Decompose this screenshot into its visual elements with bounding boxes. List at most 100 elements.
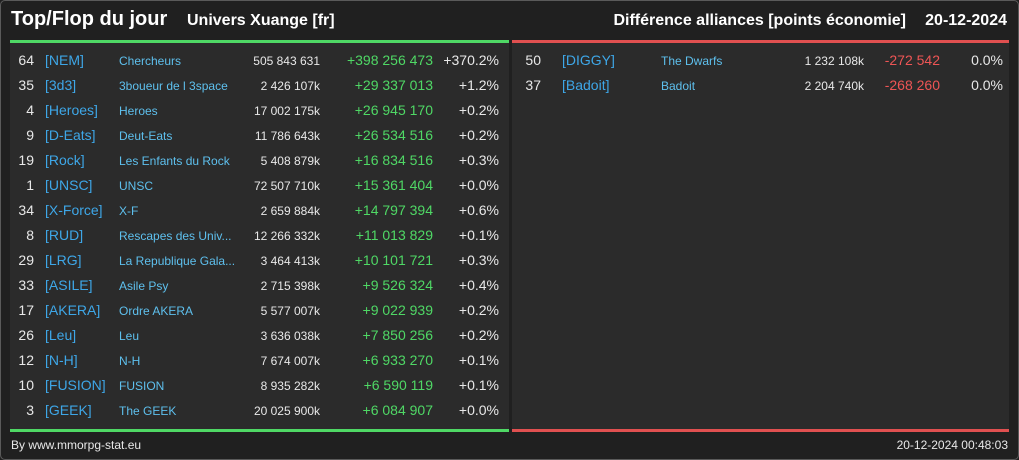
alliance-tag-link[interactable]: [Leu] [45, 327, 77, 343]
percent-change: 0.0% [971, 52, 1003, 68]
alliance-points: 2 204 740k [804, 79, 864, 93]
alliance-name-link[interactable]: 3boueur de l 3space [119, 79, 228, 93]
alliance-tag-link[interactable]: [GEEK] [45, 402, 92, 418]
alliance-rank: 9 [26, 127, 34, 143]
points-difference: +26 534 516 [354, 127, 433, 143]
top-panel: 64 [NEM] Chercheurs 505 843 631 +398 256 473… [10, 40, 509, 432]
points-difference: +9 526 324 [362, 277, 433, 293]
alliance-tag-link[interactable]: [3d3] [45, 77, 77, 93]
percent-change: +0.3% [458, 252, 499, 268]
points-difference: +10 101 721 [354, 252, 433, 268]
alliance-points: 5 408 879k [260, 154, 320, 168]
alliance-name-link[interactable]: La Republique Gala... [119, 254, 236, 268]
alliance-name-link[interactable]: N-H [119, 354, 141, 368]
alliance-points: 2 426 107k [260, 79, 320, 93]
percent-change: +370.2% [443, 52, 499, 68]
alliance-name-link[interactable]: UNSC [119, 179, 154, 193]
percent-change: +0.2% [458, 102, 499, 118]
alliance-name-link[interactable]: Asile Psy [119, 279, 169, 293]
alliance-tag-link[interactable]: [NEM] [45, 52, 84, 68]
alliance-name-link[interactable]: The Dwarfs [661, 54, 723, 68]
points-difference: +29 337 013 [354, 77, 433, 93]
percent-change: +0.1% [458, 227, 499, 243]
alliance-tag-link[interactable]: [RUD] [45, 227, 84, 243]
alliance-rank: 50 [525, 52, 541, 68]
ranking-subject: Différence alliances [points économie] [613, 12, 906, 29]
percent-change: +0.4% [458, 277, 499, 293]
alliance-tag-link[interactable]: [AKERA] [45, 302, 101, 318]
alliance-tag-link[interactable]: [Badoit] [562, 77, 610, 93]
alliance-tag-link[interactable]: [N-H] [45, 352, 78, 368]
alliance-name-link[interactable]: Heroes [119, 104, 158, 118]
points-difference: +16 834 516 [354, 152, 433, 168]
universe-label: Univers Xuange [fr] [187, 12, 335, 29]
alliance-points: 72 507 710k [253, 179, 320, 193]
percent-change: +0.2% [458, 327, 499, 343]
alliance-points: 3 636 038k [260, 329, 320, 343]
percent-change: +0.6% [458, 202, 499, 218]
alliance-points: 8 935 282k [260, 379, 320, 393]
flop-row: 37 [Badoit] Badoit 2 204 740k -268 260 0.0% [512, 73, 1009, 98]
alliance-rank: 64 [18, 52, 34, 68]
points-difference: +7 850 256 [362, 327, 433, 343]
alliance-rank: 26 [18, 327, 34, 343]
alliance-rank: 17 [18, 302, 34, 318]
alliance-name-link[interactable]: FUSION [119, 379, 165, 393]
top-row: 35 [3d3] 3boueur de l 3space 2 426 107k +29 … [10, 73, 509, 98]
alliance-name-link[interactable]: Rescapes des Univ... [119, 229, 232, 243]
alliance-points: 5 577 007k [260, 304, 320, 318]
alliance-tag-link[interactable]: [FUSION] [45, 377, 106, 393]
alliance-rank: 1 [26, 177, 34, 193]
header: Top/Flop du jour Univers Xuange [fr] Dif… [0, 0, 1019, 40]
top-accent-bar-bottom [10, 429, 509, 432]
alliance-points: 2 715 398k [260, 279, 320, 293]
alliance-name-link[interactable]: Chercheurs [119, 54, 182, 68]
top-list: 64 [NEM] Chercheurs 505 843 631 +398 256 473… [10, 48, 509, 423]
flop-accent-bar-bottom [512, 429, 1009, 432]
percent-change: +0.0% [458, 177, 499, 193]
alliance-tag-link[interactable]: [Heroes] [45, 102, 98, 118]
percent-change: +1.2% [458, 77, 499, 93]
alliance-name-link[interactable]: Les Enfants du Rock [119, 154, 230, 168]
percent-change: +0.1% [458, 352, 499, 368]
alliance-points: 12 266 332k [253, 229, 320, 243]
alliance-points: 7 674 007k [260, 354, 320, 368]
points-difference: +6 084 907 [362, 402, 433, 418]
top-accent-bar [10, 40, 509, 43]
alliance-name-link[interactable]: Ordre AKERA [119, 304, 194, 318]
alliance-name-link[interactable]: X-F [119, 204, 139, 218]
alliance-name-link[interactable]: Leu [119, 329, 140, 343]
alliance-name-link[interactable]: Badoit [661, 79, 696, 93]
alliance-name-link[interactable]: The GEEK [119, 404, 177, 418]
alliance-rank: 35 [18, 77, 34, 93]
alliance-tag-link[interactable]: [Rock] [45, 152, 85, 168]
flop-list: 50 [DIGGY] The Dwarfs 1 232 108k -272 542 0.0… [512, 48, 1009, 98]
points-difference: +6 933 270 [362, 352, 433, 368]
percent-change: +0.2% [458, 127, 499, 143]
alliance-tag-link[interactable]: [LRG] [45, 252, 82, 268]
alliance-tag-link[interactable]: [ASILE] [45, 277, 93, 293]
alliance-tag-link[interactable]: [X-Force] [45, 202, 103, 218]
alliance-rank: 19 [18, 152, 34, 168]
top-row: 29 [LRG] La Republique Gala... 3 464 413k +1… [10, 248, 509, 273]
alliance-points: 20 025 900k [253, 404, 320, 418]
alliance-tag-link[interactable]: [D-Eats] [45, 127, 96, 143]
header-date: 20-12-2024 [925, 12, 1007, 29]
alliance-name-link[interactable]: Deut-Eats [119, 129, 173, 143]
alliance-rank: 29 [18, 252, 34, 268]
top-row: 1 [UNSC] UNSC 72 507 710k +15 361 404 +0.0% [10, 173, 509, 198]
alliance-rank: 33 [18, 277, 34, 293]
alliance-points: 11 786 643k [254, 129, 320, 143]
flop-panel: 50 [DIGGY] The Dwarfs 1 232 108k -272 542 0.0… [512, 40, 1009, 432]
points-difference: -268 260 [884, 77, 940, 93]
top-row: 17 [AKERA] Ordre AKERA 5 577 007k +9 022 939… [10, 298, 509, 323]
top-row: 10 [FUSION] FUSION 8 935 282k +6 590 119 +0.1… [10, 373, 509, 398]
points-difference: +15 361 404 [354, 177, 433, 193]
top-row: 8 [RUD] Rescapes des Univ... 12 266 332k +11… [10, 223, 509, 248]
points-difference: -272 542 [884, 52, 940, 68]
alliance-tag-link[interactable]: [DIGGY] [562, 52, 615, 68]
alliance-tag-link[interactable]: [UNSC] [45, 177, 93, 193]
percent-change: +0.2% [458, 302, 499, 318]
top-row: 34 [X-Force] X-F 2 659 884k +14 797 394 +0.6% [10, 198, 509, 223]
percent-change: +0.3% [458, 152, 499, 168]
